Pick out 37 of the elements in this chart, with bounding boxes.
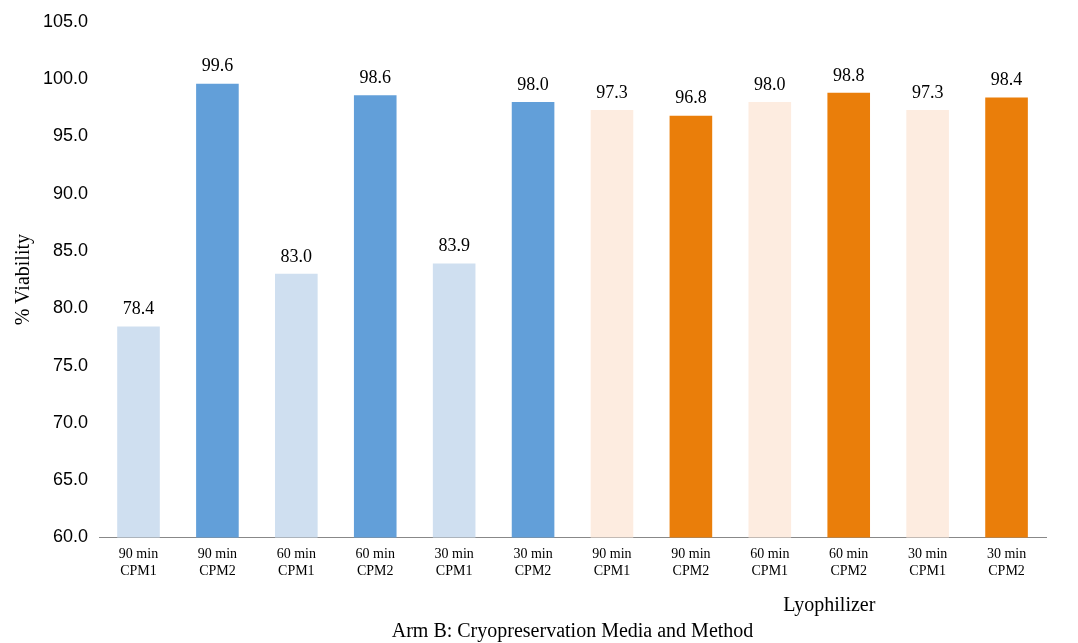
x-tick-label: 30 min CPM2 xyxy=(986,546,1027,579)
y-axis-title: % Viability xyxy=(11,234,35,326)
data-label: 78.4 xyxy=(122,298,155,319)
text: Lyophilizer xyxy=(783,593,876,616)
data-label: 99.6 xyxy=(201,55,234,76)
data-label: 97.3 xyxy=(911,81,944,102)
data-label: 96.8 xyxy=(675,87,707,108)
x-tick-label: 30 min CPM2 xyxy=(513,546,553,579)
x-axis-title: Arm B: Cryopreservation Media and Method xyxy=(391,619,754,642)
y-tick-label: 80.0 xyxy=(53,297,89,318)
x-tick-label: 90 min CPM1 xyxy=(592,546,632,579)
y-tick-label: 85.0 xyxy=(53,239,89,260)
y-tick-label: 75.0 xyxy=(53,354,89,375)
x-tick-label: 60 min CPM1 xyxy=(750,546,790,579)
x-tick-label: 60 min CPM2 xyxy=(829,546,869,579)
x-tick-label: 90 min CPM2 xyxy=(197,546,238,579)
x-tick-label: 60 min CPM2 xyxy=(355,546,395,579)
data-label: 97.3 xyxy=(596,81,628,102)
data-label: 98.0 xyxy=(754,73,786,94)
y-tick-label: 90.0 xyxy=(53,182,89,203)
y-tick-label: 70.0 xyxy=(53,411,89,432)
y-tick-label: 100.0 xyxy=(43,68,89,89)
x-tick-label: 90 min CPM2 xyxy=(671,546,711,579)
data-label: 98.8 xyxy=(832,64,865,85)
x-tick-label: 30 min CPM1 xyxy=(907,546,948,579)
y-tick-label: 95.0 xyxy=(53,125,89,146)
data-label: 83.0 xyxy=(280,245,313,266)
y-tick-label: 60.0 xyxy=(53,526,89,547)
data-label: 98.6 xyxy=(359,66,391,87)
x-tick-label: 30 min CPM1 xyxy=(434,546,474,579)
data-label: 98.0 xyxy=(517,73,549,94)
data-label: 83.9 xyxy=(438,235,470,256)
x-tick-label: 90 min CPM1 xyxy=(118,546,159,579)
x-tick-label: 60 min CPM1 xyxy=(276,546,316,579)
y-tick-label: 65.0 xyxy=(53,469,89,490)
data-label: 98.4 xyxy=(990,69,1023,90)
y-tick-label: 105.0 xyxy=(43,10,89,31)
